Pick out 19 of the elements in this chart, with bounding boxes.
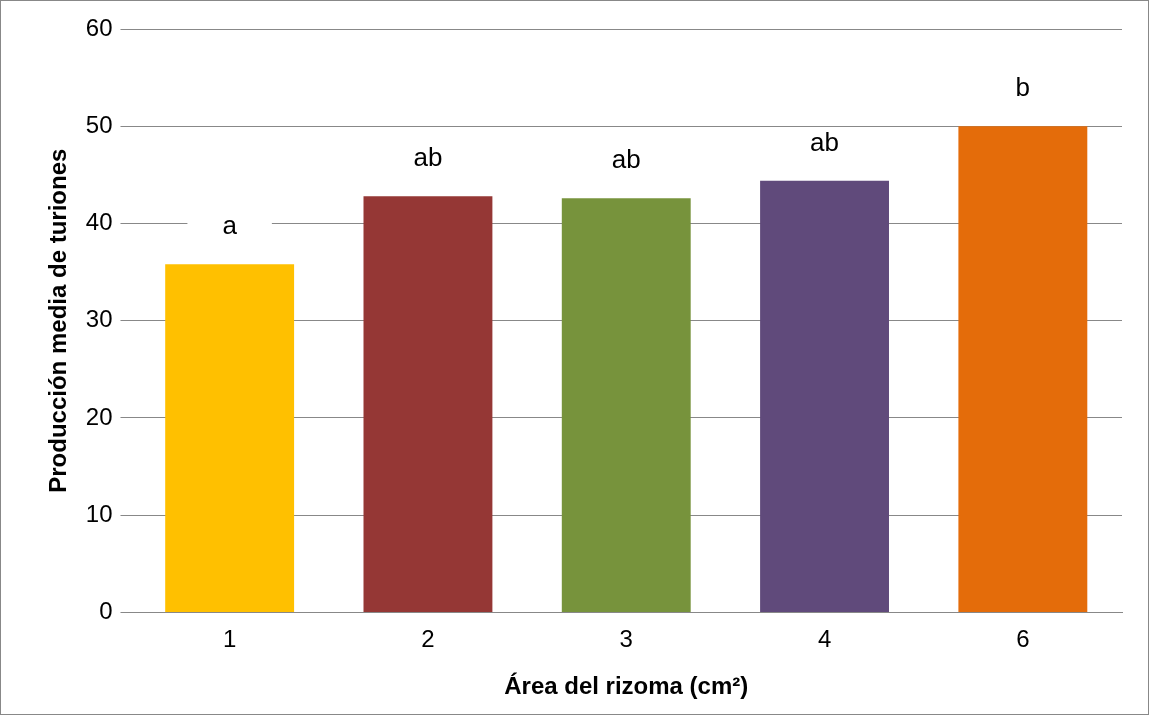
annotation: a bbox=[222, 210, 238, 241]
annotation: ab bbox=[810, 126, 840, 157]
x-axis-title: Área del rizoma (cm²) bbox=[504, 672, 749, 700]
annotation: b bbox=[1015, 72, 1031, 103]
y-tick-label: 30 bbox=[85, 305, 113, 333]
x-tick-label: 4 bbox=[817, 625, 832, 653]
y-tick-label: 50 bbox=[85, 110, 113, 138]
x-tick-label: 1 bbox=[222, 625, 237, 653]
y-tick-label: 10 bbox=[85, 499, 113, 527]
y-tick-label: 0 bbox=[99, 597, 113, 625]
x-tick-label: 3 bbox=[619, 625, 633, 653]
annotation: ab bbox=[611, 144, 641, 175]
annotation: ab bbox=[413, 142, 443, 173]
y-tick-label: 60 bbox=[85, 13, 113, 41]
x-tick-label: 6 bbox=[1016, 625, 1030, 653]
x-tick-label: 2 bbox=[421, 625, 435, 653]
y-axis-title: Producción media de turiones bbox=[44, 148, 72, 493]
y-tick-label: 40 bbox=[85, 208, 113, 236]
y-tick-label: 20 bbox=[85, 402, 113, 430]
